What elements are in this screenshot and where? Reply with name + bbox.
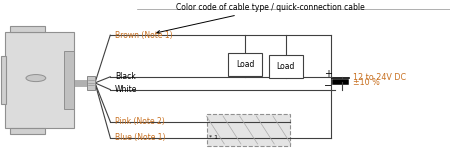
Text: Brown (Note 1): Brown (Note 1) xyxy=(115,31,172,40)
Text: Black: Black xyxy=(115,72,135,81)
Text: Load: Load xyxy=(277,62,295,71)
Text: Pink (Note 2): Pink (Note 2) xyxy=(115,117,165,126)
Bar xyxy=(87,76,95,90)
Bar xyxy=(207,114,290,146)
Text: ±10 %: ±10 % xyxy=(353,78,380,87)
Text: 12 to 24V DC: 12 to 24V DC xyxy=(353,73,406,82)
Text: Blue (Note 1): Blue (Note 1) xyxy=(115,133,165,142)
Text: White: White xyxy=(115,85,137,94)
Bar xyxy=(1,56,6,104)
Text: * 1: * 1 xyxy=(209,135,218,140)
Text: Load: Load xyxy=(236,60,254,69)
Circle shape xyxy=(26,75,46,82)
Bar xyxy=(269,55,302,78)
Text: −: − xyxy=(324,81,333,91)
Bar xyxy=(64,51,74,109)
Text: Color code of cable type / quick-connection cable: Color code of cable type / quick-connect… xyxy=(157,3,364,34)
Text: +: + xyxy=(324,69,333,79)
Bar xyxy=(10,26,45,32)
Bar xyxy=(4,32,74,128)
Bar xyxy=(229,53,262,76)
Bar xyxy=(10,128,45,134)
